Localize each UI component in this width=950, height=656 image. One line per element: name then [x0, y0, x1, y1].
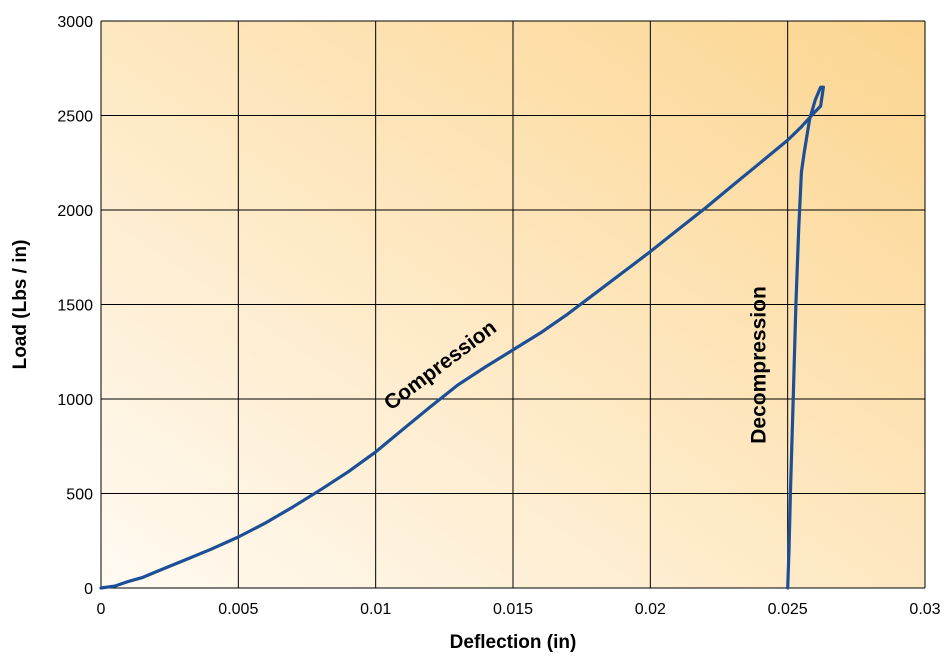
annotation-decompression: Decompression: [748, 286, 771, 444]
grid: [100, 20, 926, 589]
x-tick-label: 0.01: [360, 601, 391, 618]
y-tick-label: 2500: [57, 109, 93, 126]
series-line: [99, 85, 825, 590]
y-tick-label: 1500: [57, 298, 93, 315]
y-axis-title: Load (Lbs / in): [10, 240, 31, 370]
y-axis-ticks: 0 500 1000 1500 2000 2500 3000: [57, 14, 93, 598]
y-tick-label: 500: [66, 487, 93, 504]
y-tick-label: 0: [84, 581, 93, 598]
x-tick-label: 0.02: [635, 601, 666, 618]
x-tick-label: 0.005: [218, 601, 258, 618]
y-tick-label: 1000: [57, 392, 93, 409]
x-tick-label: 0: [97, 601, 106, 618]
x-tick-label: 0.015: [493, 601, 533, 618]
x-axis-title: Deflection (in): [450, 632, 577, 653]
y-tick-label: 2000: [57, 203, 93, 220]
y-tick-label: 3000: [57, 14, 93, 31]
x-axis-ticks: 0 0.005 0.01 0.015 0.02 0.025 0.03: [97, 601, 941, 618]
x-tick-label: 0.03: [909, 601, 940, 618]
x-tick-label: 0.025: [768, 601, 808, 618]
